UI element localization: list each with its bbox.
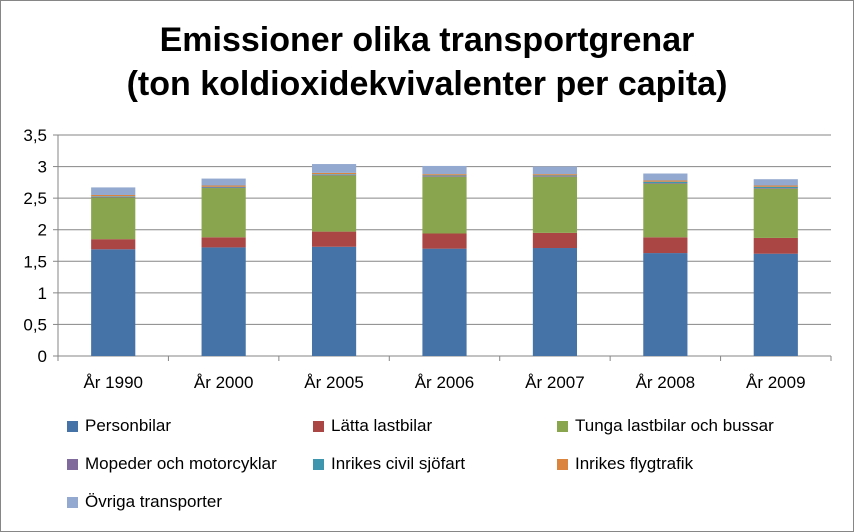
bar-segment xyxy=(91,197,136,240)
x-tick-label: År 1990 xyxy=(83,373,143,392)
y-tick-label: 3,5 xyxy=(23,126,47,145)
bar-segment xyxy=(753,179,798,186)
bar-segment xyxy=(201,187,246,189)
y-tick-label: 1,5 xyxy=(23,252,47,271)
bar-segment xyxy=(311,174,357,175)
bar-segment xyxy=(753,237,798,254)
bar-segment xyxy=(201,237,246,248)
bar-segment xyxy=(643,253,688,356)
bar-segment xyxy=(532,175,578,177)
x-tick-label: År 2000 xyxy=(194,373,254,392)
x-tick-label: År 2006 xyxy=(415,373,475,392)
y-tick-label: 3 xyxy=(38,158,47,177)
y-tick-label: 0,5 xyxy=(23,315,47,334)
bar-segment xyxy=(422,176,467,234)
bar-segment xyxy=(643,237,688,254)
bar-segment xyxy=(753,186,798,189)
bar-segment xyxy=(422,174,467,176)
bar-segment xyxy=(422,248,467,356)
bar-segment xyxy=(532,176,578,177)
x-tick-label: År 2005 xyxy=(304,373,364,392)
y-tick-label: 2,5 xyxy=(23,189,47,208)
bar-segment xyxy=(532,248,578,356)
y-tick-label: 2 xyxy=(38,221,47,240)
bar-segment xyxy=(422,165,467,175)
bar-segment xyxy=(643,173,688,181)
bar-segment xyxy=(311,172,357,175)
chart-title-line-1: Emissioner olika transportgrenar xyxy=(159,21,695,59)
bar-segment xyxy=(532,176,578,233)
bar-segment xyxy=(91,196,136,197)
bar-segment xyxy=(422,175,467,177)
bar-segment xyxy=(201,186,246,188)
bar-segment xyxy=(422,233,467,249)
bar-segment xyxy=(311,164,357,173)
x-tick-label: År 2009 xyxy=(746,373,806,392)
bar-segment xyxy=(753,188,798,238)
bar-segment xyxy=(311,175,357,232)
bar-segment xyxy=(311,231,357,247)
bar-segment xyxy=(532,174,578,176)
x-tick-label: År 2008 xyxy=(636,373,696,392)
bar-segment xyxy=(643,180,688,182)
y-tick-label: 1 xyxy=(38,284,47,303)
x-tick-label: År 2007 xyxy=(525,373,585,392)
bar-segment xyxy=(201,185,246,187)
bar-segment xyxy=(311,246,357,356)
bar-segment xyxy=(753,188,798,189)
bar-segment xyxy=(201,178,246,186)
bar-segment xyxy=(91,239,136,250)
bar-segment xyxy=(91,249,136,356)
y-tick-label: 0 xyxy=(38,347,47,366)
chart-title: Emissioner olika transportgrenar (ton ko… xyxy=(0,18,854,106)
bar-segment xyxy=(91,196,136,198)
bar-segment xyxy=(201,247,246,356)
bar-segment xyxy=(422,176,467,177)
bar-segment xyxy=(753,253,798,356)
bar-segment xyxy=(753,185,798,187)
bar-segment xyxy=(643,181,688,183)
bar-segment xyxy=(311,174,357,176)
bar-segment xyxy=(532,232,578,249)
bar-segment xyxy=(201,188,246,238)
bar-segment xyxy=(91,194,136,197)
bar-segment xyxy=(532,166,578,175)
chart-title-line-2: (ton koldioxidekvivalenter per capita) xyxy=(126,65,728,103)
bar-segment xyxy=(91,187,136,195)
bar-segment xyxy=(643,182,688,184)
bar-segment xyxy=(643,183,688,238)
